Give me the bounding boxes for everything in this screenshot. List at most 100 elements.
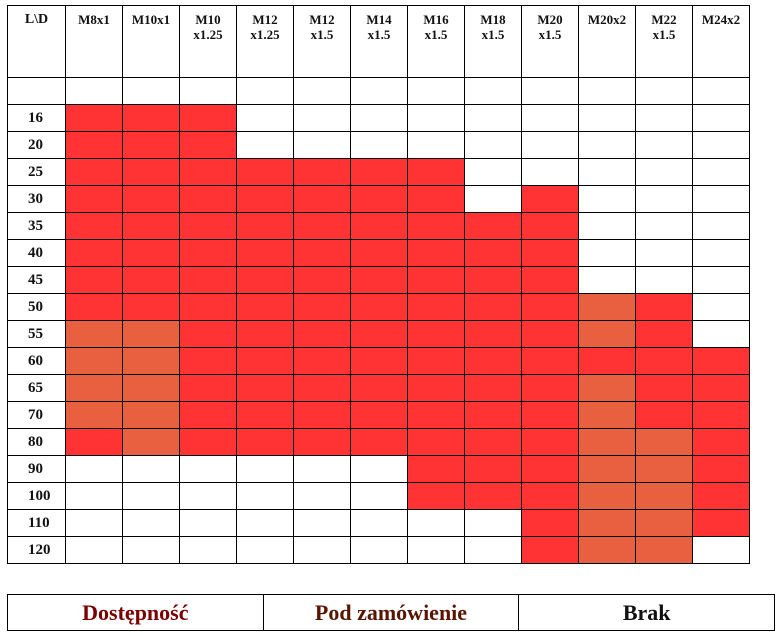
row-label: 16 bbox=[7, 104, 66, 132]
cell-on-order bbox=[122, 428, 180, 456]
cell-none bbox=[578, 185, 636, 213]
cell-available bbox=[407, 374, 465, 402]
cell-available bbox=[464, 266, 522, 294]
column-header-line: M10x1 bbox=[131, 12, 171, 27]
cell-none bbox=[350, 536, 408, 564]
cell-available bbox=[407, 428, 465, 456]
table-row: 45 bbox=[7, 266, 750, 294]
cell-none bbox=[578, 239, 636, 267]
cell-available bbox=[692, 455, 750, 483]
column-header-line: M10 bbox=[195, 12, 221, 27]
cell-available bbox=[407, 455, 465, 483]
cell-available bbox=[692, 374, 750, 402]
cell-available bbox=[350, 347, 408, 375]
cell-none bbox=[578, 104, 636, 132]
table-row: 120 bbox=[7, 536, 750, 564]
column-header-line: x1.25 bbox=[250, 27, 280, 42]
cell-available bbox=[350, 293, 408, 321]
cell-available bbox=[293, 428, 351, 456]
cell-none bbox=[122, 509, 180, 537]
table-row: 25 bbox=[7, 158, 750, 186]
cell-none bbox=[464, 536, 522, 564]
cell-available bbox=[521, 347, 579, 375]
spacer-cell bbox=[407, 77, 465, 105]
cell-available bbox=[122, 104, 180, 132]
cell-available bbox=[692, 509, 750, 537]
column-header: M10 x1.25 bbox=[179, 5, 237, 78]
spacer-cell bbox=[578, 77, 636, 105]
column-header: M14 x1.5 bbox=[350, 5, 408, 78]
cell-on-order bbox=[578, 320, 636, 348]
cell-available bbox=[464, 482, 522, 510]
cell-none bbox=[236, 536, 294, 564]
cell-available bbox=[521, 482, 579, 510]
cell-available bbox=[521, 293, 579, 321]
cell-none bbox=[464, 158, 522, 186]
column-header-line: M12 bbox=[252, 12, 278, 27]
cell-none bbox=[350, 131, 408, 159]
cell-on-order bbox=[635, 536, 693, 564]
cell-none bbox=[65, 536, 123, 564]
cell-available bbox=[293, 266, 351, 294]
cell-none bbox=[464, 131, 522, 159]
cell-available bbox=[407, 239, 465, 267]
cell-on-order bbox=[65, 320, 123, 348]
spacer-cell bbox=[692, 77, 750, 105]
cell-on-order bbox=[635, 509, 693, 537]
cell-available bbox=[578, 347, 636, 375]
cell-available bbox=[635, 401, 693, 429]
spacer-row bbox=[7, 77, 750, 105]
cell-on-order bbox=[122, 374, 180, 402]
cell-none bbox=[236, 482, 294, 510]
table-row: 20 bbox=[7, 131, 750, 159]
legend-on-order: Pod zamówienie bbox=[264, 595, 520, 630]
cell-on-order bbox=[578, 401, 636, 429]
cell-on-order bbox=[122, 401, 180, 429]
cell-available bbox=[350, 401, 408, 429]
cell-available bbox=[236, 185, 294, 213]
cell-none bbox=[65, 455, 123, 483]
column-header-line: M22 bbox=[651, 12, 677, 27]
cell-none bbox=[464, 509, 522, 537]
cell-none bbox=[65, 482, 123, 510]
cell-available bbox=[236, 212, 294, 240]
cell-available bbox=[179, 320, 237, 348]
table-row: 50 bbox=[7, 293, 750, 321]
cell-none bbox=[635, 158, 693, 186]
cell-available bbox=[350, 266, 408, 294]
cell-available bbox=[692, 347, 750, 375]
cell-none bbox=[578, 212, 636, 240]
cell-available bbox=[179, 428, 237, 456]
cell-available bbox=[179, 185, 237, 213]
cell-available bbox=[635, 293, 693, 321]
spacer-cell bbox=[635, 77, 693, 105]
cell-available bbox=[464, 401, 522, 429]
cell-none bbox=[122, 482, 180, 510]
cell-available bbox=[521, 455, 579, 483]
cell-available bbox=[521, 401, 579, 429]
table-row: 70 bbox=[7, 401, 750, 429]
row-label: 70 bbox=[7, 401, 66, 429]
column-header: M12 x1.25 bbox=[236, 5, 294, 78]
cell-available bbox=[350, 320, 408, 348]
cell-available bbox=[236, 266, 294, 294]
cell-available bbox=[407, 293, 465, 321]
cell-on-order bbox=[578, 374, 636, 402]
cell-available bbox=[293, 212, 351, 240]
cell-none bbox=[407, 131, 465, 159]
column-header-line: x1.5 bbox=[481, 27, 505, 42]
cell-available bbox=[350, 158, 408, 186]
cell-none bbox=[578, 158, 636, 186]
cell-none bbox=[692, 212, 750, 240]
cell-on-order bbox=[578, 482, 636, 510]
row-label: 30 bbox=[7, 185, 66, 213]
row-label: 25 bbox=[7, 158, 66, 186]
cell-available bbox=[407, 185, 465, 213]
cell-none bbox=[635, 266, 693, 294]
cell-available bbox=[521, 185, 579, 213]
cell-none bbox=[578, 266, 636, 294]
cell-none bbox=[692, 131, 750, 159]
cell-available bbox=[179, 266, 237, 294]
table-row: 110 bbox=[7, 509, 750, 537]
cell-available bbox=[293, 293, 351, 321]
